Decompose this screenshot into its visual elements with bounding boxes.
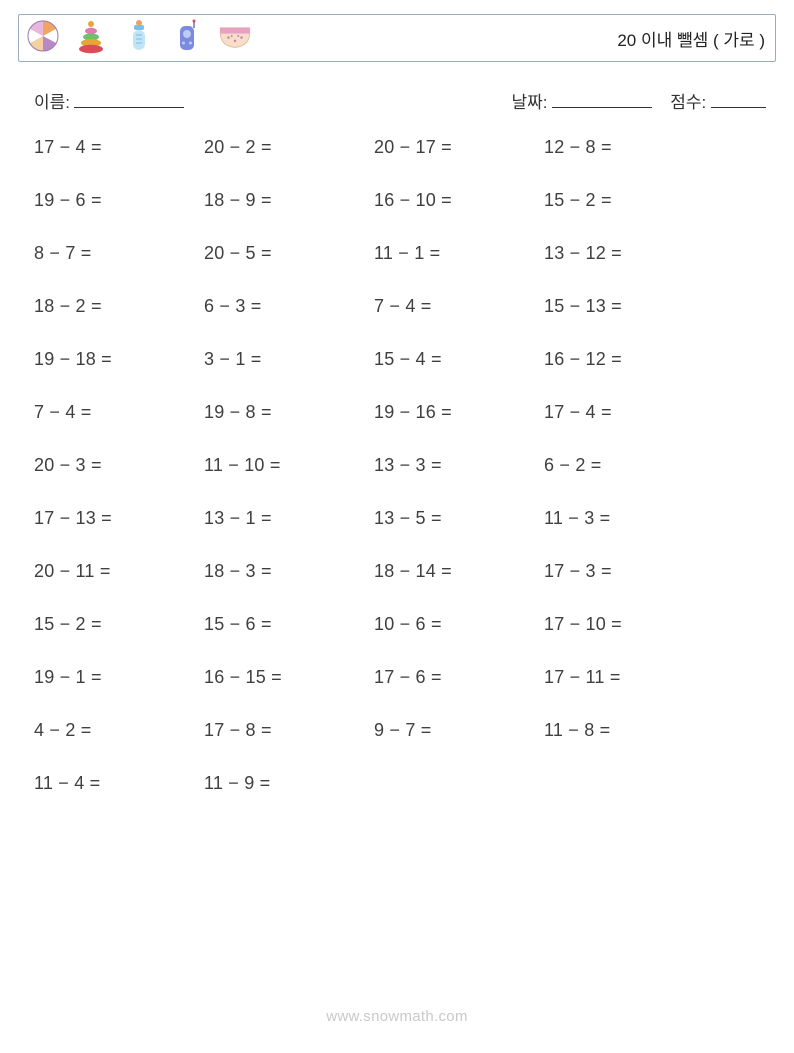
problem-cell: 20 − 11 = <box>34 561 204 582</box>
problem-cell: 15 − 6 = <box>204 614 374 635</box>
problem-cell: 7 − 4 = <box>34 402 204 423</box>
problem-cell: 19 − 6 = <box>34 190 204 211</box>
problem-cell: 17 − 4 = <box>34 137 204 158</box>
problem-cell: 19 − 1 = <box>34 667 204 688</box>
problem-grid: 17 − 4 =20 − 2 =20 − 17 =12 − 8 =19 − 6 … <box>34 137 776 794</box>
meta-name: 이름: <box>34 88 184 113</box>
problem-cell: 17 − 10 = <box>544 614 714 635</box>
problem-cell: 20 − 3 = <box>34 455 204 476</box>
problem-cell: 7 − 4 = <box>374 296 544 317</box>
problem-cell: 9 − 7 = <box>374 720 544 741</box>
problem-cell: 17 − 11 = <box>544 667 714 688</box>
problem-cell: 17 − 6 = <box>374 667 544 688</box>
problem-cell: 13 − 12 = <box>544 243 714 264</box>
problem-cell: 6 − 3 = <box>204 296 374 317</box>
problem-cell: 11 − 9 = <box>204 773 374 794</box>
problem-cell: 18 − 14 = <box>374 561 544 582</box>
bottle-icon <box>121 18 157 59</box>
problem-cell: 17 − 4 = <box>544 402 714 423</box>
problem-cell: 15 − 2 = <box>34 614 204 635</box>
name-label: 이름: <box>34 88 70 113</box>
problem-cell: 11 − 8 = <box>544 720 714 741</box>
score-blank[interactable] <box>711 89 766 108</box>
problem-cell: 10 − 6 = <box>374 614 544 635</box>
problem-cell <box>374 773 544 794</box>
problem-cell: 15 − 4 = <box>374 349 544 370</box>
problem-cell: 16 − 12 = <box>544 349 714 370</box>
header-icon-row <box>25 18 253 59</box>
problem-cell: 17 − 13 = <box>34 508 204 529</box>
problem-cell: 16 − 10 = <box>374 190 544 211</box>
problem-cell: 6 − 2 = <box>544 455 714 476</box>
problem-cell: 20 − 17 = <box>374 137 544 158</box>
problem-cell <box>544 773 714 794</box>
meta-score: 점수: <box>670 88 766 113</box>
problem-cell: 11 − 10 = <box>204 455 374 476</box>
problem-cell: 15 − 13 = <box>544 296 714 317</box>
problem-cell: 17 − 8 = <box>204 720 374 741</box>
worksheet-page: 20 이내 뺄셈 ( 가로 ) 이름: 날짜: 점수: 17 − 4 =20 −… <box>0 0 794 1053</box>
diaper-icon <box>217 18 253 59</box>
radio-icon <box>169 18 205 59</box>
problem-cell: 20 − 5 = <box>204 243 374 264</box>
problem-cell: 4 − 2 = <box>34 720 204 741</box>
header-bar: 20 이내 뺄셈 ( 가로 ) <box>18 14 776 62</box>
meta-row: 이름: 날짜: 점수: <box>34 88 766 113</box>
problem-cell: 18 − 2 = <box>34 296 204 317</box>
problem-cell: 19 − 16 = <box>374 402 544 423</box>
meta-date: 날짜: <box>512 88 653 113</box>
worksheet-title: 20 이내 뺄셈 ( 가로 ) <box>617 26 765 51</box>
problem-cell: 13 − 1 = <box>204 508 374 529</box>
problem-cell: 18 − 9 = <box>204 190 374 211</box>
problem-cell: 11 − 4 = <box>34 773 204 794</box>
problem-cell: 19 − 8 = <box>204 402 374 423</box>
date-label: 날짜: <box>512 93 548 112</box>
ball-icon <box>25 18 61 59</box>
problem-cell: 13 − 5 = <box>374 508 544 529</box>
problem-cell: 16 − 15 = <box>204 667 374 688</box>
problem-cell: 20 − 2 = <box>204 137 374 158</box>
problem-cell: 12 − 8 = <box>544 137 714 158</box>
score-label: 점수: <box>670 93 706 112</box>
problem-cell: 3 − 1 = <box>204 349 374 370</box>
problem-cell: 17 − 3 = <box>544 561 714 582</box>
problem-cell: 13 − 3 = <box>374 455 544 476</box>
problem-cell: 11 − 1 = <box>374 243 544 264</box>
problem-cell: 8 − 7 = <box>34 243 204 264</box>
problem-cell: 11 − 3 = <box>544 508 714 529</box>
footer-url: www.snowmath.com <box>0 1008 794 1025</box>
problem-cell: 18 − 3 = <box>204 561 374 582</box>
name-blank[interactable] <box>74 89 184 108</box>
date-blank[interactable] <box>552 89 652 108</box>
problem-cell: 15 − 2 = <box>544 190 714 211</box>
meta-right: 날짜: 점수: <box>512 88 767 113</box>
problem-cell: 19 − 18 = <box>34 349 204 370</box>
rings-icon <box>73 18 109 59</box>
